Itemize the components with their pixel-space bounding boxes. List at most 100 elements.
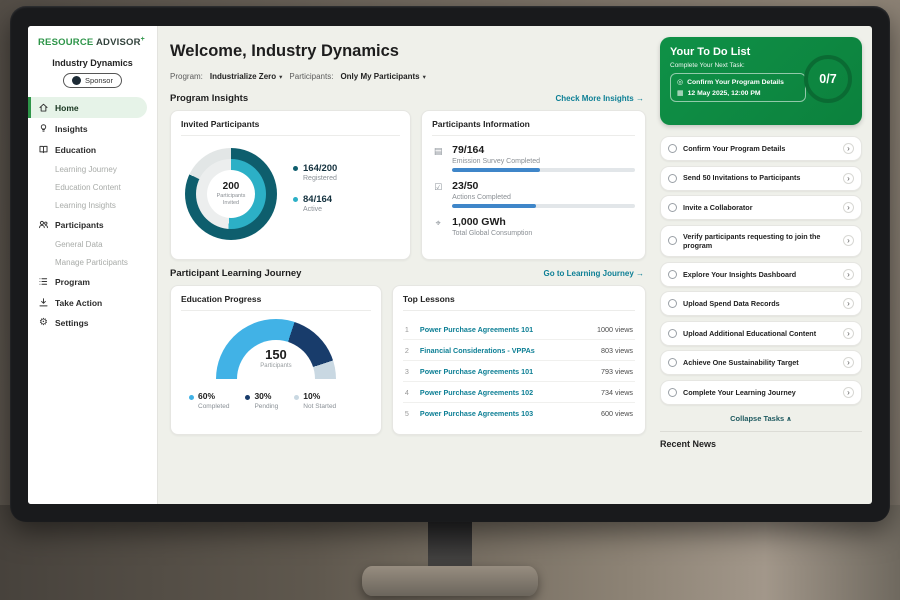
top-lessons-card: Top Lessons 1 Power Purchase Agreements … xyxy=(392,285,646,435)
lesson-row[interactable]: 4 Power Purchase Agreements 102 734 view… xyxy=(403,382,635,403)
list-icon xyxy=(38,276,49,287)
donut-legend: 164/200 Registered 84/164 Active xyxy=(293,163,337,225)
lesson-row[interactable]: 1 Power Purchase Agreements 101 1000 vie… xyxy=(403,319,635,340)
gauge-center-label: Participants xyxy=(216,363,336,369)
education-gauge-chart: 150 Participants xyxy=(216,319,336,379)
survey-icon: ▤ xyxy=(432,144,444,172)
participants-information-card: Participants Information ▤ 79/164 Emissi… xyxy=(421,110,646,260)
lesson-link[interactable]: Power Purchase Agreements 101 xyxy=(420,325,590,334)
sidebar-item-education-content[interactable]: Education Content xyxy=(28,178,157,196)
check-more-insights-link[interactable]: Check More Insights xyxy=(556,94,644,103)
go-to-learning-journey-link[interactable]: Go to Learning Journey xyxy=(544,269,644,278)
education-progress-card: Education Progress 150 Participants 60% … xyxy=(170,285,382,435)
lesson-link[interactable]: Power Purchase Agreements 102 xyxy=(420,388,594,397)
lesson-row[interactable]: 3 Power Purchase Agreements 101 793 view… xyxy=(403,361,635,382)
chevron-right-icon xyxy=(843,173,854,184)
lesson-views: 734 views xyxy=(601,388,633,397)
sidebar-item-label: Participants xyxy=(55,220,104,230)
program-filter-dropdown[interactable]: Industrialize Zero xyxy=(210,72,283,81)
card-title: Participants Information xyxy=(432,119,635,136)
location-icon: ⌖ xyxy=(432,216,444,240)
task-row-upload-educational-content[interactable]: Upload Additional Educational Content xyxy=(660,321,862,346)
task-label: Confirm Your Program Details xyxy=(683,144,837,153)
sidebar-item-take-action[interactable]: Take Action xyxy=(28,292,157,313)
task-row-invite-collaborator[interactable]: Invite a Collaborator xyxy=(660,195,862,220)
home-icon xyxy=(38,102,49,113)
lesson-rank: 5 xyxy=(405,409,413,418)
task-list: Confirm Your Program Details Send 50 Inv… xyxy=(660,136,862,405)
task-label: Upload Spend Data Records xyxy=(683,299,837,308)
page-title: Welcome, Industry Dynamics xyxy=(170,42,646,61)
info-label: Emission Survey Completed xyxy=(452,158,635,165)
program-filter-label: Program: xyxy=(170,72,203,81)
legend-completed: 60% Completed xyxy=(189,391,229,410)
section-title: Program Insights xyxy=(170,93,248,104)
sidebar-item-learning-insights[interactable]: Learning Insights xyxy=(28,196,157,214)
sidebar-item-participants[interactable]: Participants xyxy=(28,214,157,235)
lesson-views: 793 views xyxy=(601,367,633,376)
collapse-tasks-link[interactable]: Collapse Tasks xyxy=(660,414,862,423)
program-filter-value: Industrialize Zero xyxy=(210,72,276,81)
task-row-achieve-target[interactable]: Achieve One Sustainability Target xyxy=(660,350,862,375)
gauge-center-value: 150 xyxy=(216,347,336,362)
task-row-send-invitations[interactable]: Send 50 Invitations to Participants xyxy=(660,166,862,191)
info-row-actions: ☑ 23/50 Actions Completed xyxy=(432,180,635,208)
sidebar-item-program[interactable]: Program xyxy=(28,271,157,292)
chevron-right-icon xyxy=(843,269,854,280)
program-insights-header: Program Insights Check More Insights xyxy=(170,93,644,104)
legend-not-started: 10% Not Started xyxy=(294,391,336,410)
action-icon xyxy=(38,297,49,308)
lesson-link[interactable]: Financial Considerations - VPPAs xyxy=(420,346,594,355)
chevron-right-icon xyxy=(843,235,854,246)
card-title: Education Progress xyxy=(181,294,371,311)
lesson-rank: 2 xyxy=(405,346,413,355)
sidebar-item-manage-participants[interactable]: Manage Participants xyxy=(28,253,157,271)
logo-advisor: ADVISOR xyxy=(96,37,141,48)
lesson-rank: 4 xyxy=(405,388,413,397)
legend-pct: 30% xyxy=(254,391,271,401)
chevron-right-icon xyxy=(843,202,854,213)
lesson-link[interactable]: Power Purchase Agreements 103 xyxy=(420,409,594,418)
legend-value: 84/164 xyxy=(303,194,332,205)
legend-label: Active xyxy=(303,206,332,213)
sidebar-item-label: Education xyxy=(55,145,96,155)
lesson-link[interactable]: Power Purchase Agreements 101 xyxy=(420,367,594,376)
sponsor-icon xyxy=(72,76,81,85)
task-row-upload-spend-data[interactable]: Upload Spend Data Records xyxy=(660,291,862,316)
sidebar-item-settings[interactable]: ⚙ Settings xyxy=(28,313,157,333)
chevron-right-icon xyxy=(843,357,854,368)
checkbox-icon xyxy=(668,299,677,308)
participants-filter-dropdown[interactable]: Only My Participants xyxy=(340,72,425,81)
task-row-confirm-details[interactable]: Confirm Your Program Details xyxy=(660,136,862,161)
edu-legend-dot-0 xyxy=(189,395,194,400)
task-label: Complete Your Learning Journey xyxy=(683,388,837,397)
task-row-explore-insights[interactable]: Explore Your Insights Dashboard xyxy=(660,262,862,287)
checkbox-icon xyxy=(668,203,677,212)
legend-pct: 10% xyxy=(303,391,320,401)
donut-center: 200 Participants Invited xyxy=(207,170,255,218)
lesson-views: 1000 views xyxy=(597,325,633,334)
sidebar-item-general-data[interactable]: General Data xyxy=(28,235,157,253)
recent-news-header: Recent News xyxy=(660,431,862,449)
legend-label: Registered xyxy=(303,175,337,182)
task-row-verify-participants[interactable]: Verify participants requesting to join t… xyxy=(660,225,862,258)
progress-bar xyxy=(452,168,635,172)
invited-legend-dot-1 xyxy=(293,197,298,202)
sidebar-item-learning-journey[interactable]: Learning Journey xyxy=(28,160,157,178)
sidebar-item-education[interactable]: Education xyxy=(28,139,157,160)
task-label: Upload Additional Educational Content xyxy=(683,329,837,338)
lesson-views: 803 views xyxy=(601,346,633,355)
lesson-row[interactable]: 2 Financial Considerations - VPPAs 803 v… xyxy=(403,340,635,361)
donut-center-label: Participants Invited xyxy=(212,193,250,206)
sidebar-item-home[interactable]: Home xyxy=(28,97,147,118)
chevron-right-icon xyxy=(843,143,854,154)
lesson-row[interactable]: 5 Power Purchase Agreements 103 600 view… xyxy=(403,403,635,423)
sidebar-item-insights[interactable]: Insights xyxy=(28,118,157,139)
sponsor-badge: Sponsor xyxy=(63,73,122,88)
info-progress-fill xyxy=(452,204,536,208)
logo-resource: RESOURCE xyxy=(38,37,93,48)
task-row-complete-learning-journey[interactable]: Complete Your Learning Journey xyxy=(660,380,862,405)
todo-panel: Your To Do List Complete Your Next Task:… xyxy=(656,26,872,504)
legend-active: 84/164 Active xyxy=(293,194,337,213)
logo-plus: + xyxy=(141,36,145,43)
